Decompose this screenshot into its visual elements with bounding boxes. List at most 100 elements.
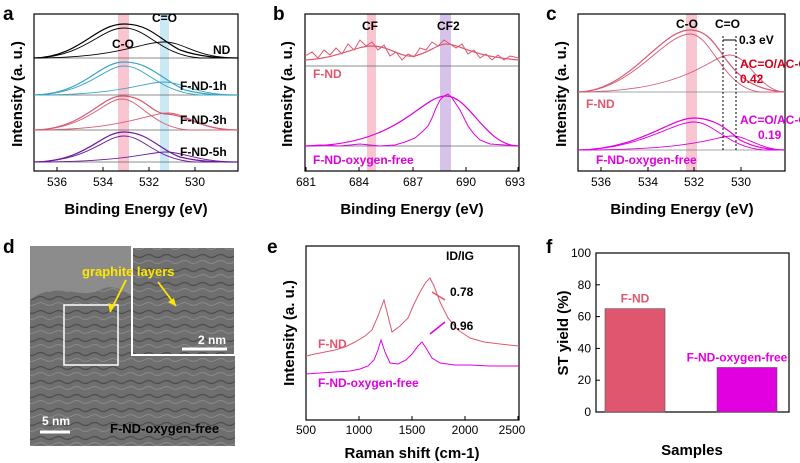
- ratio-label-f-nd-oxygen-free: AC=O/AC-O: [740, 113, 800, 127]
- x-ticks: [600, 167, 742, 171]
- x-tick-label: 684: [349, 175, 369, 189]
- curve-label-f-nd-5h: F-ND-5h: [180, 145, 227, 159]
- panel-c: c C-O C=O 0.3 eV AC=O/AC-O 0.42 AC=O/AC-…: [546, 4, 800, 218]
- y-axis-label: Intensity (a. u.): [279, 41, 296, 147]
- panel-e: e F-ND F-ND-oxygen-free ID/IG 0.78 0.96 …: [267, 237, 526, 462]
- x-tick-label: 1500: [399, 423, 426, 437]
- ratio-value-f-nd-oxygen-free: 0.96: [450, 319, 474, 333]
- curve-label-f-nd: F-ND: [313, 67, 342, 81]
- band-label-cf2: CF2: [437, 19, 460, 33]
- scalebar-main-label: 5 nm: [42, 414, 70, 428]
- x-tick-label: 536: [591, 175, 611, 189]
- curve-label-f-nd-oxygen-free: F-ND-oxygen-free: [318, 376, 419, 390]
- y-tick-label: 40: [578, 341, 592, 355]
- f-nd-5h-component: [33, 151, 239, 163]
- arrow-head: [168, 298, 176, 306]
- c-o-band: [686, 14, 697, 171]
- curve-label-f-nd: F-ND: [318, 337, 347, 351]
- plot-frame: [577, 13, 786, 172]
- plot-frame: [595, 252, 790, 413]
- cf-band: [367, 14, 376, 171]
- f-nd-raman-curve: [305, 277, 520, 357]
- c-double-o-band: [160, 14, 169, 171]
- nd-c-o-component: [33, 27, 238, 59]
- cf2-band: [440, 14, 451, 171]
- plot-frame: [33, 13, 239, 172]
- panel-letter: a: [3, 4, 14, 25]
- panel-letter: e: [267, 237, 278, 258]
- arrow: [429, 321, 446, 335]
- nd-envelope-curve: [33, 23, 239, 59]
- curve-label-f-nd-oxygen-free: F-ND-oxygen-free: [313, 153, 414, 167]
- x-axis-label: Binding Energy (eV): [64, 201, 207, 218]
- y-tick-label: 20: [578, 373, 592, 387]
- x-tick-label: 500: [296, 423, 316, 437]
- band-label-c-o: C-O: [112, 37, 134, 51]
- y-tick-label: 80: [578, 278, 592, 292]
- y-tick-label: 0: [584, 405, 591, 419]
- panel-letter: f: [546, 237, 553, 258]
- x-tick-label: 534: [638, 175, 658, 189]
- sample-label: F-ND-oxygen-free: [110, 421, 219, 436]
- curve-label-f-nd-oxygen-free: F-ND-oxygen-free: [596, 153, 697, 167]
- f-nd-fit-curve: [304, 43, 520, 61]
- panel-letter: b: [273, 4, 285, 25]
- f-nd-3h-component: [33, 98, 238, 131]
- x-tick-label: 2500: [499, 423, 526, 437]
- f-nd-5h-component: [33, 135, 238, 163]
- panel-b: b CF CF2 F-ND F-ND-oxygen-free 681 684 6…: [273, 4, 525, 218]
- inset-image: [131, 246, 236, 356]
- x-tick-label: 532: [139, 175, 159, 189]
- nd-c-double-o-component: [33, 41, 239, 59]
- c-o-band: [118, 14, 129, 171]
- panel-d: d graphite layers 2 nm 5 nm F-ND-oxygen-…: [3, 237, 236, 446]
- band-label-cf: CF: [362, 19, 378, 33]
- f-nd-oxygen-free-c-double-o-component: [577, 135, 786, 151]
- y-tick-label: 100: [571, 246, 591, 260]
- bar-label: F-ND: [621, 292, 650, 306]
- ratio-label: ID/IG: [446, 249, 474, 263]
- ratio-value-f-nd: 0.78: [450, 285, 474, 299]
- x-ticks: [305, 167, 519, 171]
- band-label-c-double-o: C=O: [152, 11, 177, 25]
- f-nd-curve: [304, 39, 520, 61]
- bar-label: F-ND-oxygen-free: [687, 350, 788, 364]
- curve-label-nd: ND: [213, 43, 231, 57]
- panel-letter: d: [3, 237, 15, 258]
- x-axis-label: Binding Energy (eV): [610, 201, 753, 218]
- x-tick-label: 1000: [346, 423, 373, 437]
- y-axis-label: Intensity (a. u.): [9, 41, 26, 147]
- f-nd-oxygen-free-c-o-component: [577, 121, 785, 151]
- y-tick-label: 60: [578, 310, 592, 324]
- y-axis-label: Intensity (a. u.): [281, 280, 298, 386]
- f-nd-1h-component: [33, 65, 238, 96]
- plot-frame: [304, 13, 520, 172]
- shift-label: 0.3 eV: [739, 33, 774, 47]
- x-tick-label: 530: [185, 175, 205, 189]
- f-nd-envelope-curve: [577, 29, 786, 93]
- f-nd-3h-curve: [33, 95, 239, 131]
- x-tick-label: 690: [456, 175, 476, 189]
- x-tick-label: 687: [403, 175, 423, 189]
- panel-a: a C-O C=O ND F-ND-1h F-ND-3h F-ND-5h: [3, 4, 239, 218]
- x-tick-label: 693: [505, 175, 525, 189]
- f-nd-c-double-o-component: [577, 54, 786, 93]
- scalebar-inset-label: 2 nm: [198, 333, 226, 347]
- arrow: [431, 291, 446, 301]
- panel-letter: c: [546, 4, 557, 25]
- arrow-head: [108, 303, 115, 312]
- selection-box: [63, 304, 119, 366]
- x-tick-label: 530: [731, 175, 751, 189]
- ratio-value-f-nd-oxygen-free: 0.19: [758, 128, 782, 142]
- panel-f: f Samples ST yield (%) 0 20 40 60 80 100 F-ND F…: [546, 237, 790, 459]
- x-tick-label: 2000: [452, 423, 479, 437]
- x-tick-label: 532: [684, 175, 704, 189]
- curve-label-f-nd: F-ND: [586, 97, 615, 111]
- f-nd-oxygen-free-raman-curve: [305, 338, 519, 375]
- x-axis-label: Binding Energy (eV): [340, 201, 483, 218]
- x-axis-label: Raman shift (cm-1): [344, 445, 479, 462]
- f-nd-oxygen-free-envelope-curve: [577, 117, 786, 151]
- x-axis-label: Samples: [661, 442, 723, 459]
- plot-frame: [305, 245, 520, 421]
